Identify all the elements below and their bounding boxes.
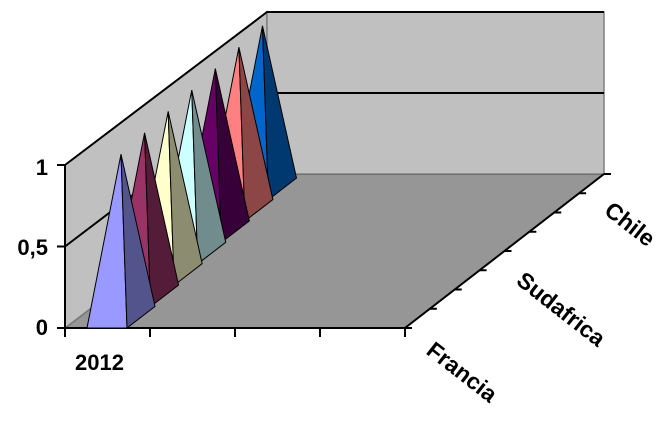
pyramid-6-side-face: [238, 47, 274, 223]
pyramid-3-side-face: [167, 111, 203, 287]
gridline-2: [64, 11, 604, 166]
pyramid-1-side-face: [120, 154, 156, 329]
y-tick-label-1: 0,5: [17, 235, 48, 260]
x-category-label: 2012: [75, 350, 124, 375]
depth-label-francia: Francia: [422, 336, 503, 407]
chart-marks: [86, 25, 298, 329]
pyramid-4-side-face: [191, 89, 227, 265]
pyramid-5-side-face: [214, 68, 250, 244]
depth-label-chile: Chile: [600, 196, 660, 251]
pyramid-7-side-face: [261, 25, 298, 201]
depth-label-sudafrica: Sudafrica: [512, 266, 611, 351]
y-tick-label-2: 1: [36, 155, 48, 180]
y-tick-label-0: 0: [36, 315, 48, 340]
pyramid-1: [86, 154, 156, 329]
pyramid-2-side-face: [144, 132, 180, 308]
